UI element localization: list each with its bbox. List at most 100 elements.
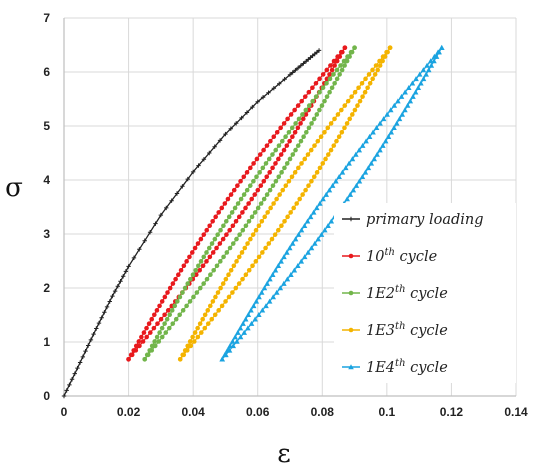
axes [63,18,516,397]
data-point [206,245,212,251]
data-point [224,250,230,255]
data-point [337,72,342,77]
data-point [275,227,281,233]
data-point [193,272,199,278]
data-point [215,232,220,237]
data-point [200,263,206,269]
data-point [344,121,350,126]
data-point [222,201,228,206]
legend-swatch-marker [348,327,354,333]
data-point [118,279,123,284]
data-point [140,339,146,344]
legend-swatch-marker [348,253,354,259]
series-0 [61,48,322,399]
data-point [131,348,136,353]
data-point [201,254,207,260]
x-tick-label: 0.08 [311,405,335,419]
data-point [320,196,326,202]
data-point [276,174,282,180]
data-point [352,45,357,50]
legend-entry-base: 1E3 [366,323,395,339]
data-point [306,103,312,108]
data-point [281,280,287,286]
data-point [243,205,248,211]
data-point [259,307,266,313]
x-tick-label: 0.12 [440,405,464,419]
data-point [149,316,155,322]
data-point [272,267,279,273]
series-2 [142,45,357,362]
data-point [307,214,314,220]
data-point [306,183,311,188]
data-point [208,272,213,278]
data-point [365,165,372,171]
data-point [384,49,389,55]
data-point [281,121,287,126]
data-point [216,308,221,313]
data-point [266,241,272,246]
data-point [263,161,269,166]
data-point [318,231,325,237]
data-point [251,178,256,184]
data-point [382,138,389,144]
data-point [256,311,262,318]
data-point [314,170,320,175]
data-point [187,299,193,304]
data-point [157,303,162,309]
data-point [363,76,368,82]
data-point [278,152,284,157]
data-point [227,227,232,233]
data-point [292,107,297,113]
data-point [191,294,196,300]
data-point [391,125,397,131]
data-point [334,58,340,64]
data-point [159,325,165,331]
data-point [301,61,306,66]
data-point [197,267,202,273]
data-point [256,294,262,300]
data-point [334,138,339,144]
data-point [265,210,270,215]
data-point [300,192,305,197]
data-point [323,156,328,162]
data-point [377,58,382,64]
data-point [293,68,298,73]
data-point [86,343,91,348]
data-point [273,147,279,153]
data-point [164,205,169,211]
data-point [220,281,226,286]
data-point [278,125,283,131]
data-point [223,299,228,304]
data-point [412,89,419,95]
data-point [261,147,266,153]
data-point [149,343,155,349]
data-point [320,72,326,77]
data-point [287,156,293,162]
data-point [380,54,386,59]
data-point [249,214,255,220]
data-point [370,76,375,82]
legend-entry-text: 1E4th cycle [366,358,448,376]
data-point [313,205,320,211]
data-point [295,143,301,148]
data-point [327,76,333,82]
data-point [234,259,239,264]
data-point [281,254,287,260]
data-point [110,293,115,299]
data-point [374,151,380,157]
data-point [261,196,267,202]
data-point [264,143,270,148]
data-point [165,308,171,313]
data-point [319,103,325,108]
data-point [286,178,292,184]
data-point [409,80,416,86]
data-point [254,174,259,180]
data-point [184,303,189,309]
data-point [342,63,347,68]
data-point [258,289,265,295]
data-point [284,276,291,282]
data-point [299,161,304,166]
data-point [144,334,149,340]
